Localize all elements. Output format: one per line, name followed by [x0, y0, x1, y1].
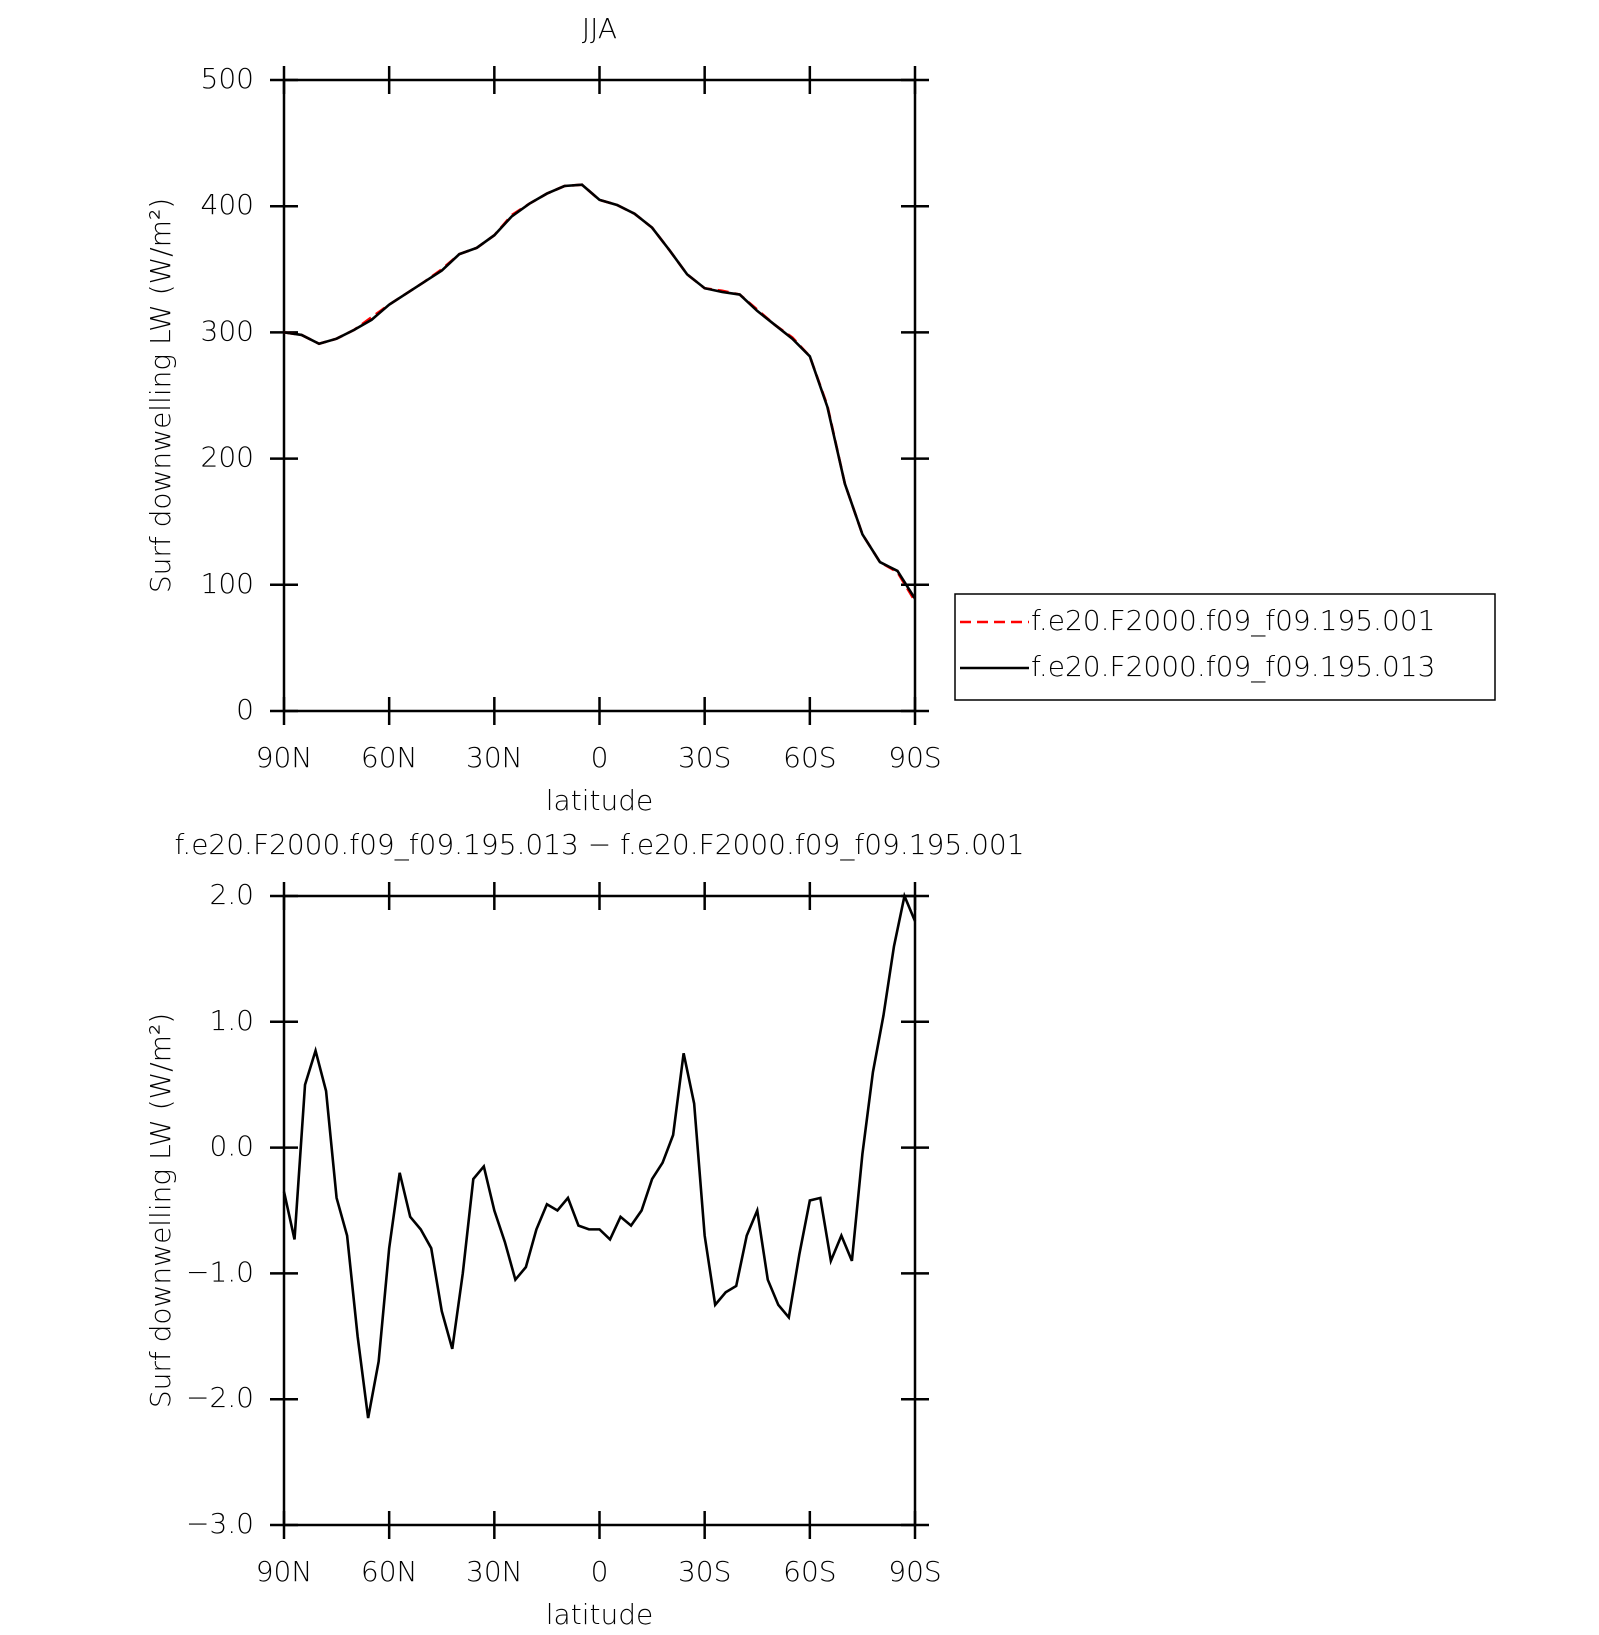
x-axis-label: latitude	[546, 1598, 653, 1631]
chart-title: JJA	[582, 12, 617, 45]
x-tick-label: 30N	[466, 1555, 523, 1588]
x-tick-label: 90N	[256, 741, 313, 774]
series-line	[283, 183, 917, 600]
y-tick-label: 500	[201, 62, 254, 95]
y-tick-label: −3.0	[186, 1507, 254, 1540]
y-tick-label: 0	[236, 693, 254, 726]
y-tick-label: 0.0	[209, 1130, 254, 1163]
y-tick-label: 100	[201, 567, 254, 600]
x-tick-label: 90S	[888, 1555, 941, 1588]
series-line	[283, 183, 917, 602]
legend-label: f.e20.F2000.f09_f09.195.001	[1031, 604, 1435, 638]
y-tick-label: 1.0	[209, 1004, 254, 1037]
y-tick-label: 2.0	[209, 878, 254, 911]
y-tick-label: 200	[201, 441, 254, 474]
legend-label: f.e20.F2000.f09_f09.195.013	[1031, 650, 1435, 684]
x-tick-label: 0	[591, 741, 609, 774]
x-tick-label: 30N	[466, 741, 523, 774]
x-tick-label: 60N	[361, 741, 418, 774]
x-tick-label: 90S	[888, 741, 941, 774]
x-tick-label: 30S	[678, 741, 731, 774]
plot-frame	[282, 78, 917, 713]
chart-title: f.e20.F2000.f09_f09.195.013 − f.e20.F200…	[174, 828, 1024, 862]
x-tick-label: 30S	[678, 1555, 731, 1588]
x-tick-label: 90N	[256, 1555, 313, 1588]
x-tick-label: 60S	[783, 741, 836, 774]
x-tick-label: 60N	[361, 1555, 418, 1588]
y-axis-label: Surf downwelling LW (W/m²)	[144, 198, 177, 593]
x-axis-label: latitude	[546, 784, 653, 817]
y-tick-label: 300	[201, 314, 254, 347]
y-tick-label: 400	[201, 188, 254, 221]
y-axis-label: Surf downwelling LW (W/m²)	[144, 1013, 177, 1408]
x-tick-label: 0	[591, 1555, 609, 1588]
series-line	[282, 891, 917, 1419]
legend-box	[954, 593, 1496, 701]
x-tick-label: 60S	[783, 1555, 836, 1588]
y-tick-label: −1.0	[186, 1255, 254, 1288]
y-tick-label: −2.0	[186, 1381, 254, 1414]
plot-frame	[282, 894, 917, 1527]
